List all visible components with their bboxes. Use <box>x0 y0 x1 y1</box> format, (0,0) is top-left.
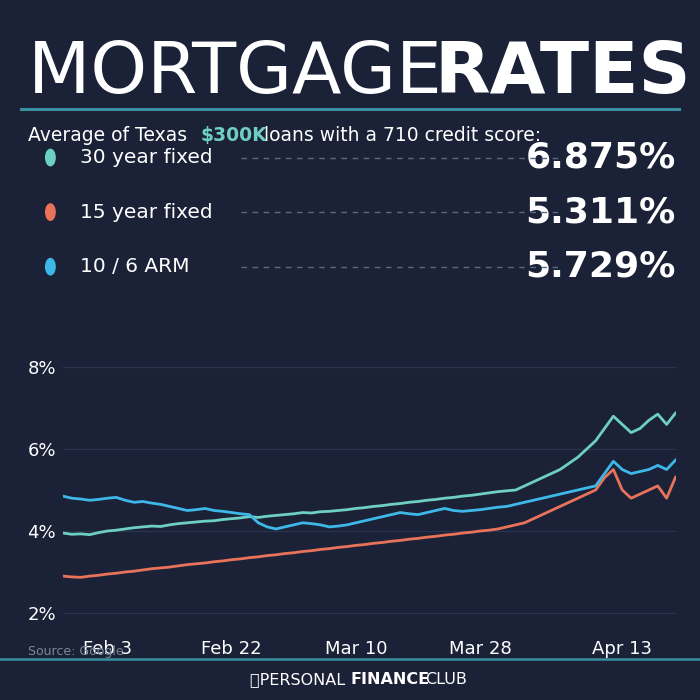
Text: Source: Google: Source: Google <box>28 645 124 659</box>
Text: CLUB: CLUB <box>426 672 468 687</box>
Text: 10 / 6 ARM: 10 / 6 ARM <box>80 257 190 276</box>
Text: 5.311%: 5.311% <box>525 195 676 229</box>
Text: 5.729%: 5.729% <box>525 250 676 284</box>
Text: 30 year fixed: 30 year fixed <box>80 148 213 167</box>
Text: 6.875%: 6.875% <box>525 141 676 174</box>
Text: RATES: RATES <box>434 38 691 108</box>
Text: 15 year fixed: 15 year fixed <box>80 202 213 222</box>
Text: loans with a 710 credit score:: loans with a 710 credit score: <box>258 126 541 145</box>
Text: Average of Texas: Average of Texas <box>28 126 193 145</box>
Text: FINANCE: FINANCE <box>350 672 429 687</box>
Text: ⓅPERSONAL: ⓅPERSONAL <box>250 672 350 687</box>
Text: $300K: $300K <box>201 126 267 145</box>
Text: MORTGAGE: MORTGAGE <box>28 38 465 108</box>
